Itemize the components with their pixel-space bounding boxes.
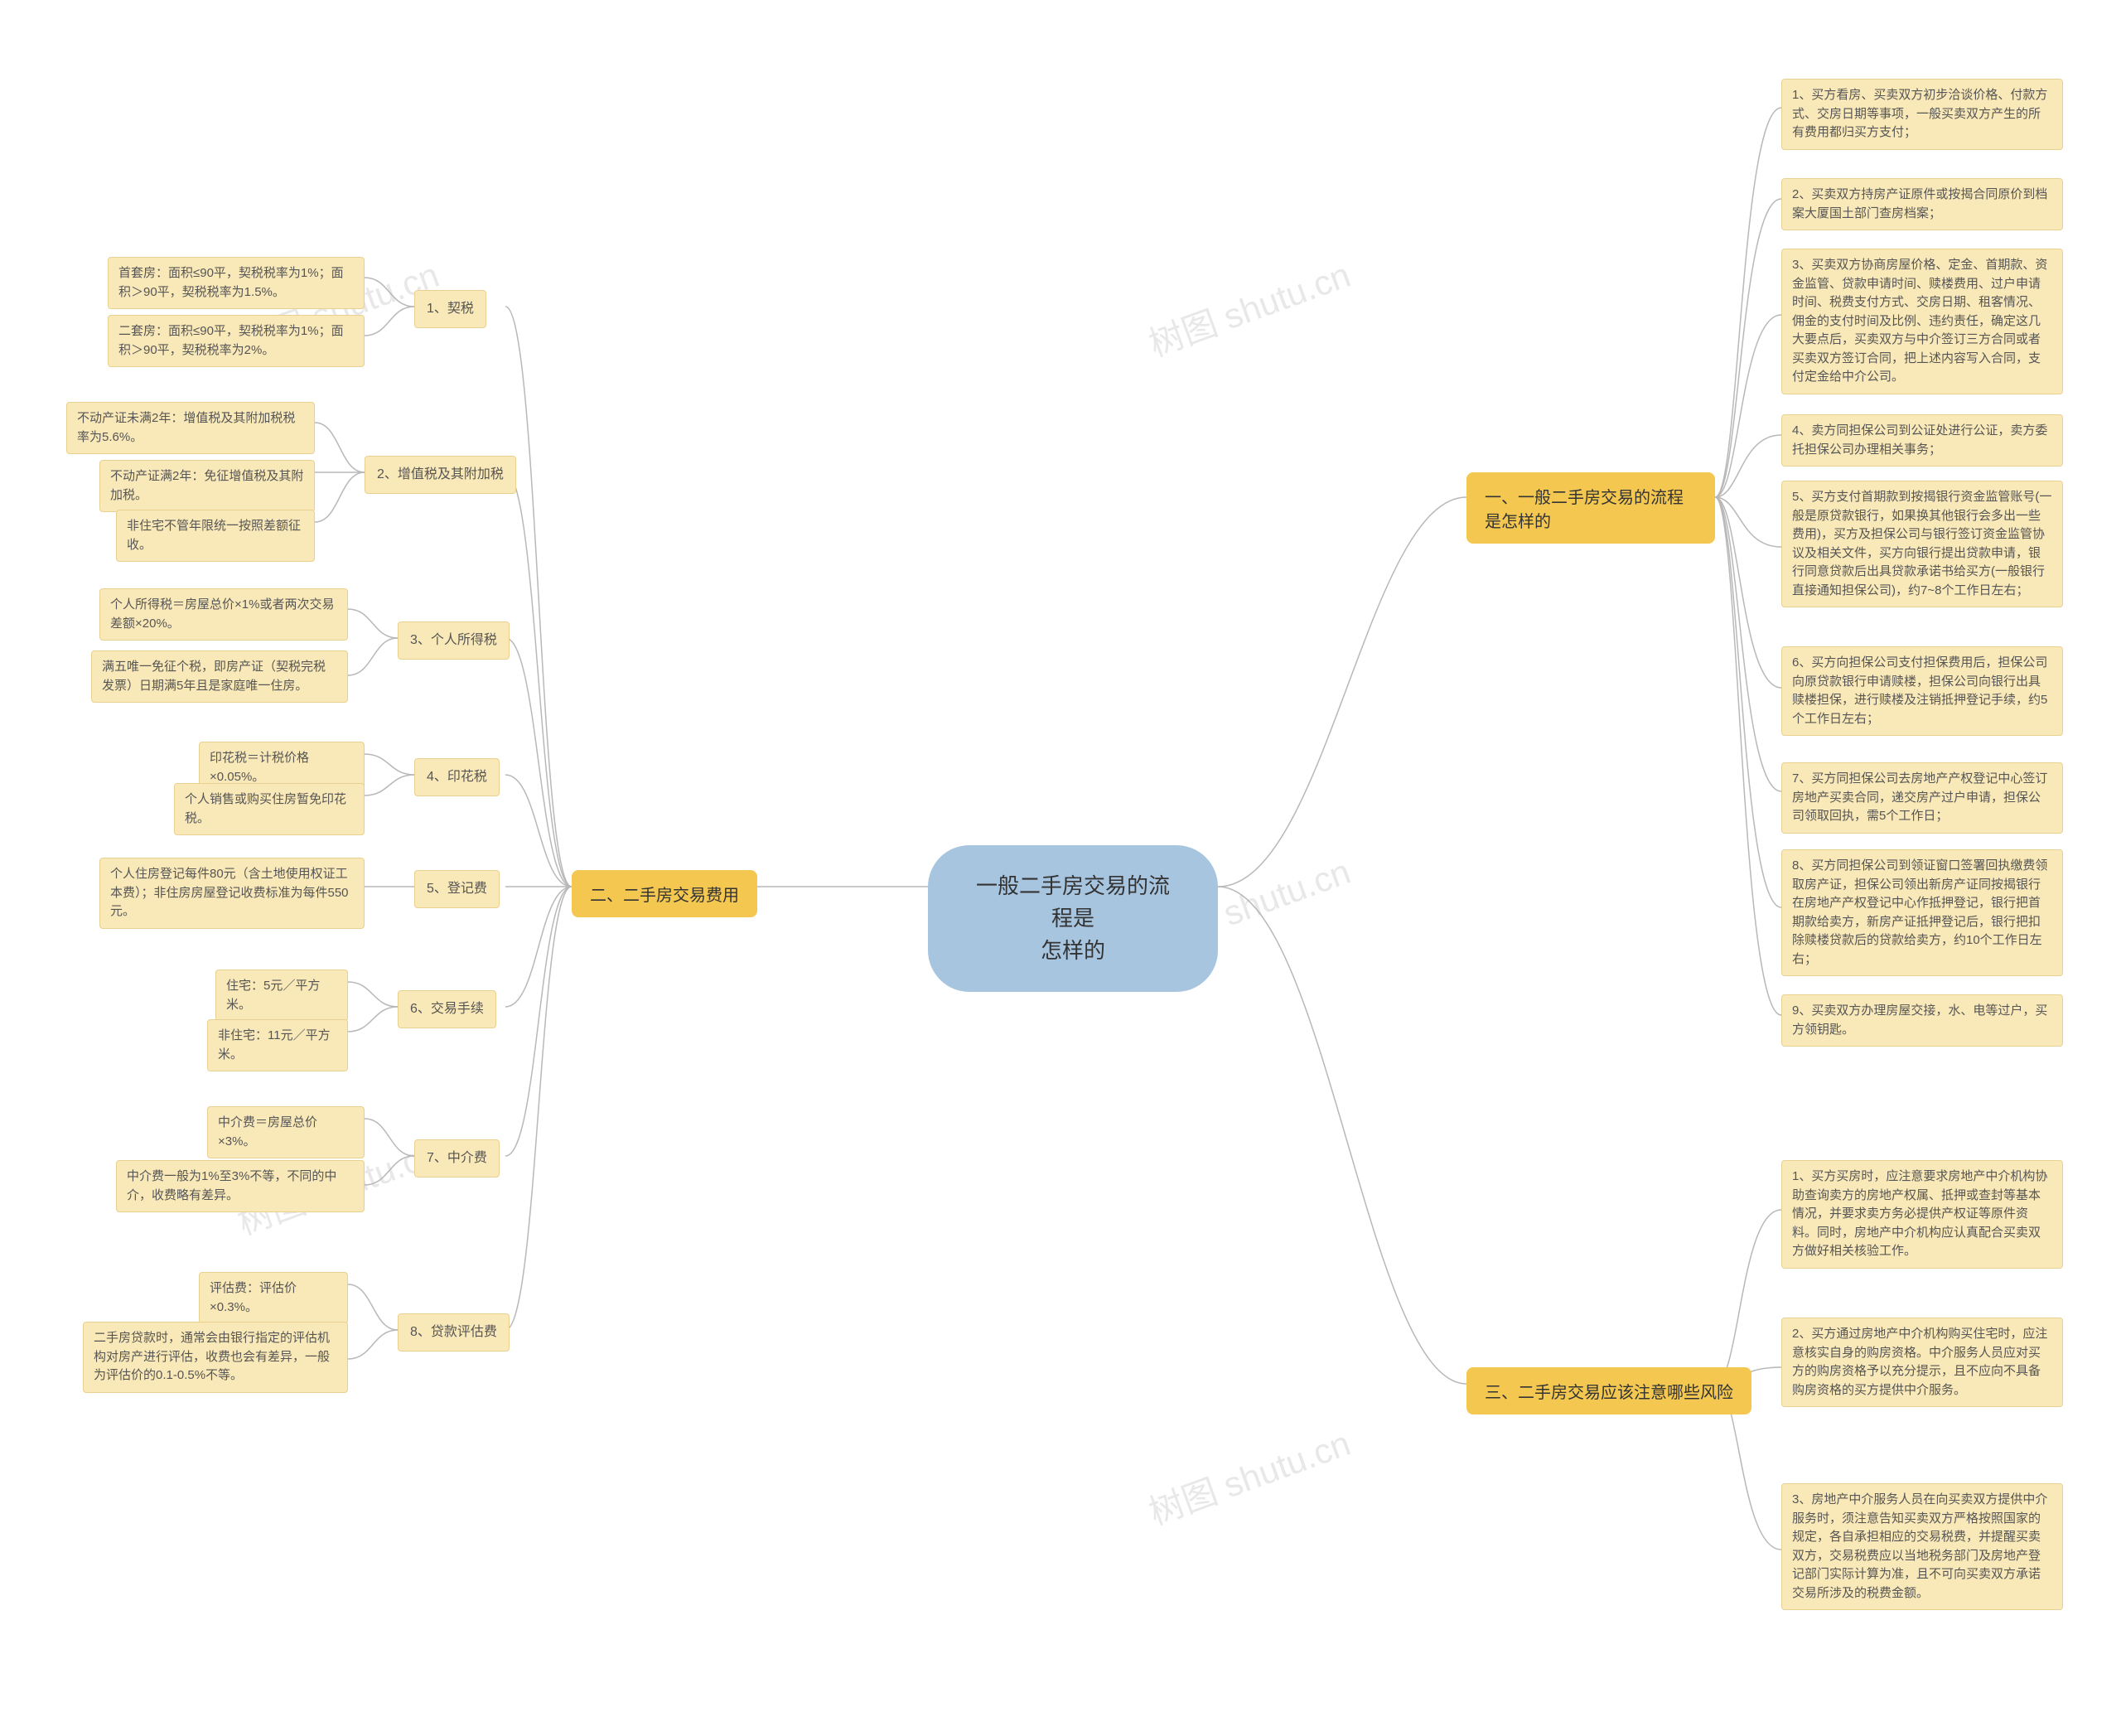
sub-8: 8、贷款评估费	[398, 1313, 510, 1352]
branch3-item-2: 2、买方通过房地产中介机构购买住宅时，应注意核实自身的购房资格。中介服务人员应对…	[1781, 1318, 2063, 1407]
branch1-item-4: 4、卖方同担保公司到公证处进行公证，卖方委托担保公司办理相关事务；	[1781, 414, 2063, 467]
branch3-item-3: 3、房地产中介服务人员在向买卖双方提供中介服务时，须注意告知买卖双方严格按照国家…	[1781, 1483, 2063, 1610]
sub3-leaf-2: 满五唯一免征个税，即房产证（契税完税发票）日期满5年且是家庭唯一住房。	[91, 650, 348, 703]
sub1-leaf-1: 首套房：面积≤90平，契税税率为1%；面积＞90平，契税税率为1.5%。	[108, 257, 365, 309]
center-node: 一般二手房交易的流程是 怎样的	[928, 845, 1218, 992]
branch3-item-1: 1、买方买房时，应注意要求房地产中介机构协助查询卖方的房地产权属、抵押或查封等基…	[1781, 1160, 2063, 1269]
branch-2: 二、二手房交易费用	[572, 870, 757, 917]
sub8-leaf-1: 评估费：评估价×0.3%。	[199, 1272, 348, 1324]
branch1-item-3: 3、买卖双方协商房屋价格、定金、首期款、资金监管、贷款申请时间、赎楼费用、过户申…	[1781, 249, 2063, 394]
watermark: 树图 shutu.cn	[1141, 247, 1356, 366]
branch1-item-9: 9、买卖双方办理房屋交接，水、电等过户，买方领钥匙。	[1781, 994, 2063, 1047]
sub-2: 2、增值税及其附加税	[365, 456, 516, 494]
sub2-leaf-1: 不动产证未满2年：增值税及其附加税税率为5.6%。	[66, 402, 315, 454]
branch1-item-5: 5、买方支付首期款到按揭银行资金监管账号(一般是原贷款银行，如果换其他银行会多出…	[1781, 481, 2063, 607]
branch1-item-7: 7、买方同担保公司去房地产产权登记中心签订房地产买卖合同，递交房产过户申请，担保…	[1781, 762, 2063, 834]
branch1-item-1: 1、买方看房、买卖双方初步洽谈价格、付款方式、交房日期等事项，一般买卖双方产生的…	[1781, 79, 2063, 150]
sub4-leaf-2: 个人销售或购买住房暂免印花税。	[174, 783, 365, 835]
sub-4: 4、印花税	[414, 758, 500, 796]
watermark: 树图 shutu.cn	[1141, 1415, 1356, 1535]
sub1-leaf-2: 二套房：面积≤90平，契税税率为1%；面积＞90平，契税税率为2%。	[108, 315, 365, 367]
sub2-leaf-3: 非住宅不管年限统一按照差额征收。	[116, 510, 315, 562]
sub-3: 3、个人所得税	[398, 621, 510, 660]
sub5-leaf-1: 个人住房登记每件80元（含土地使用权证工本费）；非住房房屋登记收费标准为每件55…	[99, 858, 365, 929]
branch1-item-2: 2、买卖双方持房产证原件或按揭合同原价到档案大厦国土部门查房档案；	[1781, 178, 2063, 230]
sub-6: 6、交易手续	[398, 990, 496, 1028]
sub7-leaf-1: 中介费＝房屋总价×3%。	[207, 1106, 365, 1158]
sub6-leaf-2: 非住宅：11元／平方米。	[207, 1019, 348, 1071]
sub7-leaf-2: 中介费一般为1%至3%不等，不同的中介，收费略有差异。	[116, 1160, 365, 1212]
sub8-leaf-2: 二手房贷款时，通常会由银行指定的评估机构对房产进行评估，收费也会有差异，一般为评…	[83, 1322, 348, 1393]
sub3-leaf-1: 个人所得税＝房屋总价×1%或者两次交易差额×20%。	[99, 588, 348, 641]
sub2-leaf-2: 不动产证满2年：免征增值税及其附加税。	[99, 460, 315, 512]
center-title: 一般二手房交易的流程是 怎样的	[969, 870, 1176, 967]
sub-7: 7、中介费	[414, 1139, 500, 1177]
sub6-leaf-1: 住宅：5元／平方米。	[215, 970, 348, 1022]
branch1-item-6: 6、买方向担保公司支付担保费用后，担保公司向原贷款银行申请赎楼，担保公司向银行出…	[1781, 646, 2063, 736]
branch-3: 三、二手房交易应该注意哪些风险	[1466, 1367, 1751, 1414]
branch1-item-8: 8、买方同担保公司到领证窗口签署回执缴费领取房产证，担保公司领出新房产证同按揭银…	[1781, 849, 2063, 976]
branch-1: 一、一般二手房交易的流程是怎样的	[1466, 472, 1715, 544]
sub-1: 1、契税	[414, 290, 486, 328]
sub-5: 5、登记费	[414, 870, 500, 908]
